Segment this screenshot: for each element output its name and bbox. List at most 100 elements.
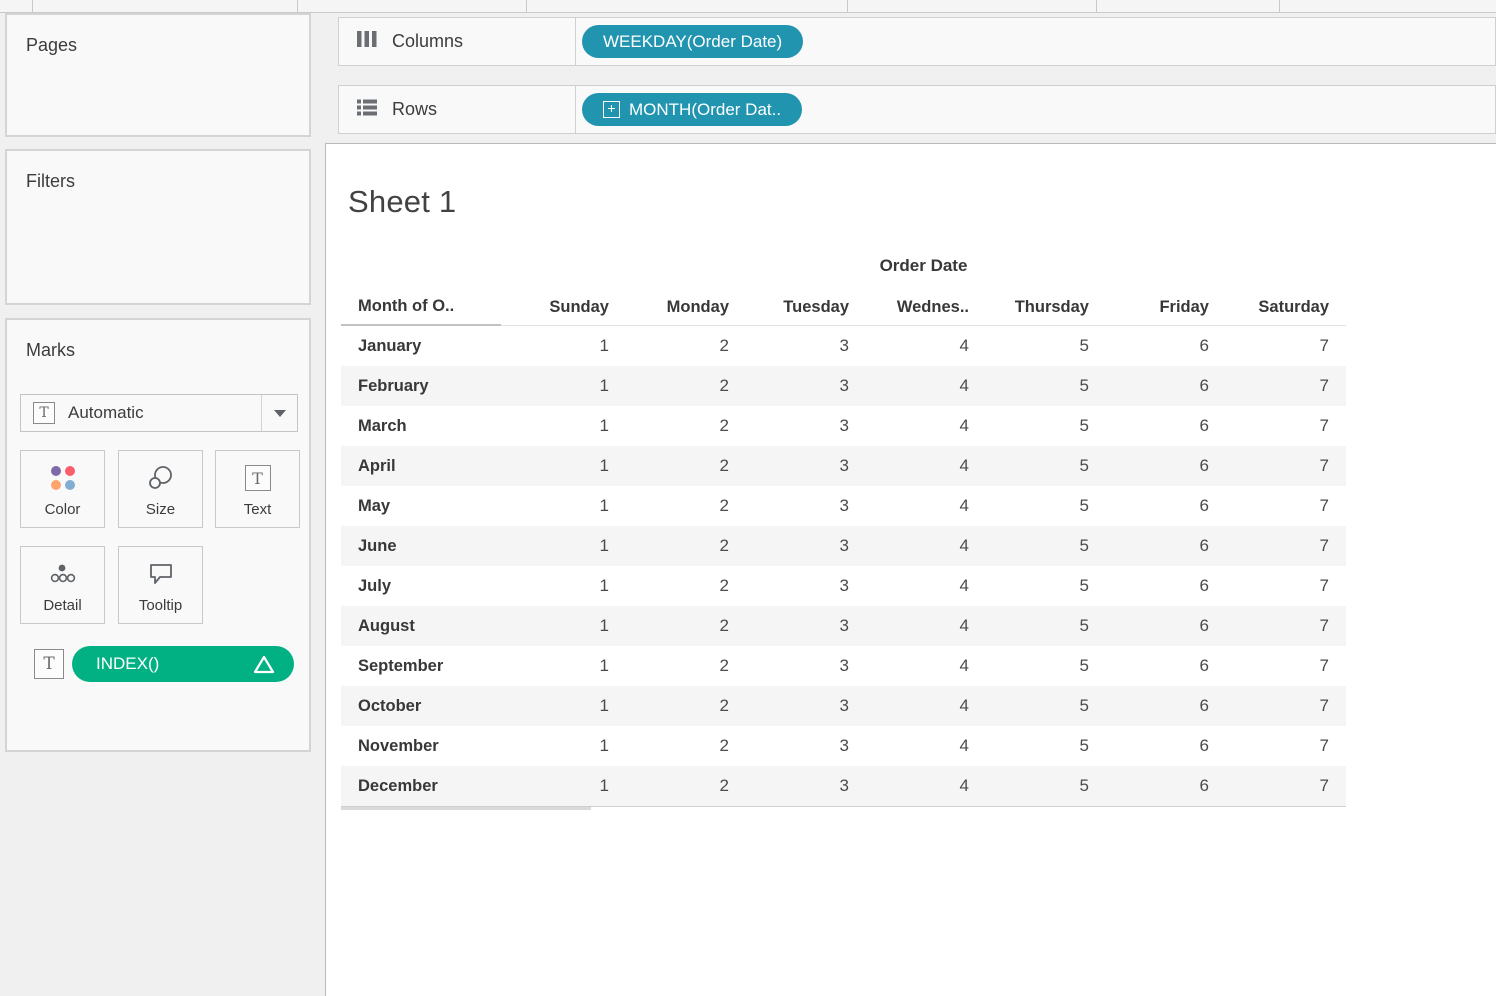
value-cell[interactable]: 3 — [839, 536, 849, 555]
weekday-header[interactable]: Sunday — [549, 298, 609, 316]
value-cell[interactable]: 2 — [719, 576, 729, 595]
value-cell[interactable]: 4 — [959, 336, 969, 355]
month-row-header[interactable]: January — [358, 336, 422, 355]
filters-shelf[interactable]: Filters — [5, 149, 311, 305]
value-cell[interactable]: 2 — [719, 736, 729, 755]
value-cell[interactable]: 5 — [1079, 656, 1089, 675]
value-cell[interactable]: 5 — [1079, 536, 1089, 555]
value-cell[interactable]: 2 — [719, 776, 729, 795]
weekday-header[interactable]: Wednes.. — [896, 298, 969, 316]
value-cell[interactable]: 7 — [1319, 536, 1329, 555]
value-cell[interactable]: 7 — [1319, 416, 1329, 435]
value-cell[interactable]: 5 — [1079, 616, 1089, 635]
value-cell[interactable]: 4 — [959, 376, 969, 395]
value-cell[interactable]: 5 — [1079, 576, 1089, 595]
value-cell[interactable]: 1 — [599, 616, 609, 635]
month-row-header[interactable]: May — [358, 496, 391, 515]
value-cell[interactable]: 6 — [1199, 736, 1209, 755]
month-row-header[interactable]: December — [358, 776, 438, 795]
value-cell[interactable]: 1 — [599, 696, 609, 715]
marks-card[interactable]: Marks T Automatic Color Size T Text — [5, 318, 311, 752]
value-cell[interactable]: 6 — [1199, 416, 1209, 435]
value-cell[interactable]: 4 — [959, 616, 969, 635]
value-cell[interactable]: 6 — [1199, 576, 1209, 595]
weekday-header[interactable]: Friday — [1159, 298, 1209, 316]
detail-button[interactable]: Detail — [20, 546, 105, 624]
weekday-header[interactable]: Tuesday — [783, 298, 849, 316]
tooltip-button[interactable]: Tooltip — [118, 546, 203, 624]
value-cell[interactable]: 3 — [839, 696, 849, 715]
value-cell[interactable]: 7 — [1319, 456, 1329, 475]
value-cell[interactable]: 4 — [959, 696, 969, 715]
value-cell[interactable]: 1 — [599, 576, 609, 595]
value-cell[interactable]: 7 — [1319, 576, 1329, 595]
month-row-header[interactable]: August — [358, 616, 415, 635]
month-row-header[interactable]: March — [358, 416, 407, 435]
month-row-header[interactable]: February — [358, 376, 429, 395]
row-field-header[interactable]: Month of O.. — [341, 297, 501, 326]
value-cell[interactable]: 2 — [719, 536, 729, 555]
value-cell[interactable]: 4 — [959, 776, 969, 795]
value-cell[interactable]: 6 — [1199, 776, 1209, 795]
value-cell[interactable]: 3 — [839, 456, 849, 475]
size-button[interactable]: Size — [118, 450, 203, 528]
value-cell[interactable]: 3 — [839, 736, 849, 755]
value-cell[interactable]: 2 — [719, 336, 729, 355]
value-cell[interactable]: 2 — [719, 696, 729, 715]
value-cell[interactable]: 2 — [719, 416, 729, 435]
weekday-header[interactable]: Saturday — [1258, 298, 1329, 316]
value-cell[interactable]: 1 — [599, 456, 609, 475]
value-cell[interactable]: 4 — [959, 456, 969, 475]
value-cell[interactable]: 3 — [839, 776, 849, 795]
value-cell[interactable]: 6 — [1199, 456, 1209, 475]
value-cell[interactable]: 7 — [1319, 736, 1329, 755]
text-button[interactable]: T Text — [215, 450, 300, 528]
value-cell[interactable]: 6 — [1199, 536, 1209, 555]
value-cell[interactable]: 3 — [839, 656, 849, 675]
month-row-header[interactable]: October — [358, 696, 422, 715]
pages-shelf[interactable]: Pages — [5, 13, 311, 137]
value-cell[interactable]: 4 — [959, 536, 969, 555]
value-cell[interactable]: 1 — [599, 736, 609, 755]
value-cell[interactable]: 1 — [599, 536, 609, 555]
value-cell[interactable]: 5 — [1079, 376, 1089, 395]
value-cell[interactable]: 6 — [1199, 696, 1209, 715]
value-cell[interactable]: 4 — [959, 416, 969, 435]
value-cell[interactable]: 1 — [599, 376, 609, 395]
value-cell[interactable]: 3 — [839, 496, 849, 515]
month-row-header[interactable]: June — [358, 536, 397, 555]
mark-type-dropdown[interactable]: T Automatic — [20, 394, 298, 432]
value-cell[interactable]: 3 — [839, 376, 849, 395]
value-cell[interactable]: 6 — [1199, 336, 1209, 355]
value-cell[interactable]: 3 — [839, 576, 849, 595]
value-cell[interactable]: 4 — [959, 656, 969, 675]
value-cell[interactable]: 2 — [719, 496, 729, 515]
value-cell[interactable]: 4 — [959, 496, 969, 515]
value-cell[interactable]: 6 — [1199, 496, 1209, 515]
value-cell[interactable]: 1 — [599, 416, 609, 435]
weekday-header[interactable]: Monday — [666, 298, 729, 316]
value-cell[interactable]: 1 — [599, 496, 609, 515]
value-cell[interactable]: 5 — [1079, 776, 1089, 795]
value-cell[interactable]: 7 — [1319, 376, 1329, 395]
value-cell[interactable]: 4 — [959, 576, 969, 595]
value-cell[interactable]: 7 — [1319, 496, 1329, 515]
month-row-header[interactable]: July — [358, 576, 392, 595]
value-cell[interactable]: 5 — [1079, 496, 1089, 515]
month-row-header[interactable]: November — [358, 736, 439, 755]
month-row-header[interactable]: September — [358, 656, 444, 675]
value-cell[interactable]: 3 — [839, 336, 849, 355]
value-cell[interactable]: 7 — [1319, 616, 1329, 635]
value-cell[interactable]: 5 — [1079, 696, 1089, 715]
value-cell[interactable]: 6 — [1199, 376, 1209, 395]
rows-pill-month[interactable]: + MONTH(Order Dat.. — [582, 93, 803, 126]
value-cell[interactable]: 2 — [719, 456, 729, 475]
value-cell[interactable]: 5 — [1079, 416, 1089, 435]
dropdown-arrow-zone[interactable] — [261, 395, 297, 431]
rows-shelf[interactable]: Rows + MONTH(Order Dat.. — [338, 85, 1496, 134]
value-cell[interactable]: 1 — [599, 656, 609, 675]
value-cell[interactable]: 3 — [839, 616, 849, 635]
value-cell[interactable]: 1 — [599, 776, 609, 795]
column-field-header[interactable]: Order Date — [879, 256, 968, 275]
value-cell[interactable]: 7 — [1319, 336, 1329, 355]
